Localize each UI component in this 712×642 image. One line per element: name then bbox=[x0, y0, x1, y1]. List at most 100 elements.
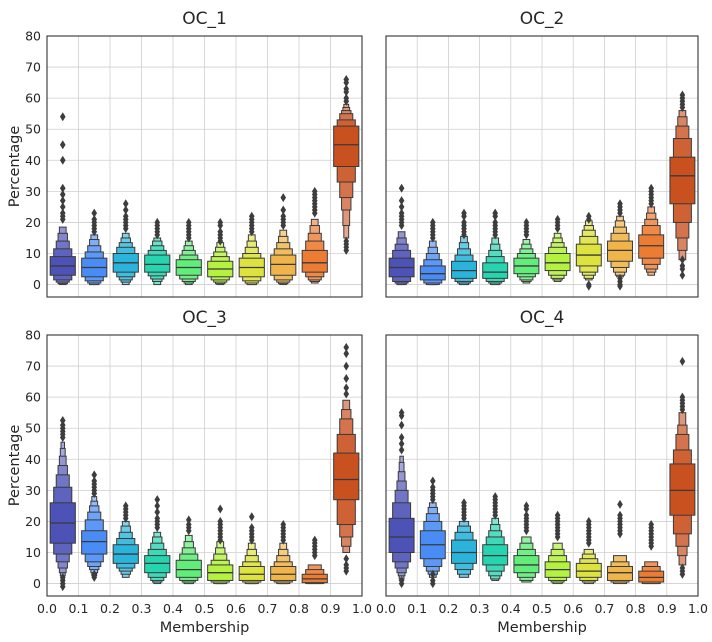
y-tick-label: 0 bbox=[33, 277, 41, 292]
outlier-point bbox=[523, 230, 530, 240]
boxen-level bbox=[270, 254, 297, 276]
y-tick-label: 70 bbox=[25, 359, 41, 374]
boxen-level bbox=[81, 530, 108, 555]
x-tick-label: 0.5 bbox=[532, 601, 552, 616]
outlier-point bbox=[343, 349, 350, 359]
outlier-point bbox=[430, 495, 436, 505]
y-tick-label: 70 bbox=[25, 60, 41, 75]
outlier-point bbox=[217, 504, 224, 514]
boxen-level bbox=[333, 125, 360, 167]
outlier-point bbox=[430, 233, 436, 243]
outlier-point bbox=[59, 155, 66, 165]
boxen-1 bbox=[81, 470, 108, 582]
outlier-point bbox=[461, 230, 467, 240]
outlier-point bbox=[311, 208, 318, 218]
boxen-level bbox=[482, 262, 509, 279]
subplot-oc-4: OC_4 0.0 0.1 0.2 0.3 0.4 0.5 0.6 0.7 0.8 0.9 1.0 Mem… bbox=[376, 308, 708, 636]
outlier-point bbox=[679, 356, 686, 366]
y-axis-label: Percentage bbox=[7, 126, 23, 208]
outlier-point bbox=[59, 189, 66, 199]
boxen-3 bbox=[482, 492, 509, 581]
boxen-2 bbox=[451, 498, 477, 578]
x-tick-label: 0.2 bbox=[438, 601, 458, 616]
outlier-point bbox=[91, 208, 98, 218]
boxen-0 bbox=[388, 183, 415, 286]
subplot-oc-1: OC_1 0 10 20 30 40 50 60 70 80 Percentage bbox=[7, 9, 363, 298]
boxen-9 bbox=[333, 342, 360, 576]
outlier-point bbox=[554, 532, 561, 542]
boxen-0 bbox=[388, 408, 415, 589]
outlier-point bbox=[617, 529, 623, 539]
x-tick-label: 0.0 bbox=[376, 601, 396, 616]
outlier-point bbox=[679, 569, 686, 579]
outlier-point bbox=[398, 420, 405, 430]
y-tick-label: 80 bbox=[25, 29, 41, 44]
boxen-1 bbox=[419, 476, 446, 589]
boxen-3 bbox=[144, 495, 171, 585]
outlier-point bbox=[492, 510, 498, 520]
outlier-point bbox=[154, 230, 161, 240]
boxen-4 bbox=[513, 501, 540, 583]
boxen-4 bbox=[513, 217, 540, 284]
axes-frame bbox=[46, 35, 363, 298]
y-tick-label: 50 bbox=[25, 421, 41, 436]
outlier-point bbox=[343, 361, 350, 371]
outlier-point bbox=[59, 196, 66, 206]
outlier-point bbox=[185, 515, 192, 525]
outlier-point bbox=[343, 389, 350, 399]
x-tick-label: 1.0 bbox=[688, 601, 708, 616]
outlier-point bbox=[248, 512, 255, 522]
x-tick-label: 0.1 bbox=[69, 601, 89, 616]
boxen-5 bbox=[207, 504, 234, 585]
boxen-level bbox=[333, 452, 360, 501]
outlier-point bbox=[523, 526, 530, 536]
boxen-level bbox=[513, 555, 540, 574]
boxen-9 bbox=[669, 356, 696, 579]
outlier-point bbox=[461, 513, 467, 523]
outlier-point bbox=[59, 433, 66, 443]
outlier-point bbox=[59, 202, 66, 212]
boxen-level bbox=[238, 565, 265, 581]
y-tick-label: 60 bbox=[25, 91, 41, 106]
outlier-point bbox=[461, 211, 467, 221]
outlier-point bbox=[430, 476, 436, 486]
boxen-3 bbox=[144, 217, 171, 286]
boxen-level bbox=[607, 565, 633, 581]
outlier-point bbox=[154, 523, 161, 533]
boxen-8 bbox=[301, 535, 328, 585]
boxen-level bbox=[638, 234, 665, 259]
boxen-6 bbox=[575, 516, 602, 585]
x-axis-label: Membership bbox=[497, 620, 587, 636]
x-axis-label: Membership bbox=[160, 620, 250, 636]
outlier-point bbox=[91, 227, 98, 237]
subplot-title: OC_3 bbox=[182, 308, 227, 328]
x-tick-label: 0.4 bbox=[163, 601, 183, 616]
x-tick-label: 0.6 bbox=[563, 601, 583, 616]
outlier-point bbox=[617, 208, 623, 218]
outlier-point bbox=[280, 221, 287, 231]
y-tick-label: 80 bbox=[25, 328, 41, 343]
boxen-2 bbox=[112, 199, 139, 286]
outlier-point bbox=[343, 383, 350, 393]
subplot-title: OC_4 bbox=[520, 308, 565, 328]
x-tick-label: 1.0 bbox=[352, 601, 372, 616]
outlier-point bbox=[343, 78, 350, 88]
boxen-level bbox=[607, 240, 633, 262]
boxen-level bbox=[175, 559, 202, 578]
boxen-4 bbox=[175, 217, 202, 286]
subplot-oc-2: OC_2 bbox=[385, 9, 699, 298]
outlier-point bbox=[280, 535, 287, 545]
outlier-point bbox=[59, 214, 66, 224]
outlier-point bbox=[343, 566, 350, 576]
boxen-9 bbox=[333, 75, 360, 255]
outlier-point bbox=[91, 488, 98, 498]
outlier-point bbox=[122, 205, 129, 215]
boxen-9 bbox=[669, 90, 696, 280]
y-tick-label: 0 bbox=[33, 576, 41, 591]
x-tick-label: 0.7 bbox=[594, 601, 614, 616]
y-tick-label: 40 bbox=[25, 452, 41, 467]
y-tick-label: 60 bbox=[25, 390, 41, 405]
outlier-point bbox=[398, 221, 405, 231]
boxen-level bbox=[270, 565, 297, 581]
